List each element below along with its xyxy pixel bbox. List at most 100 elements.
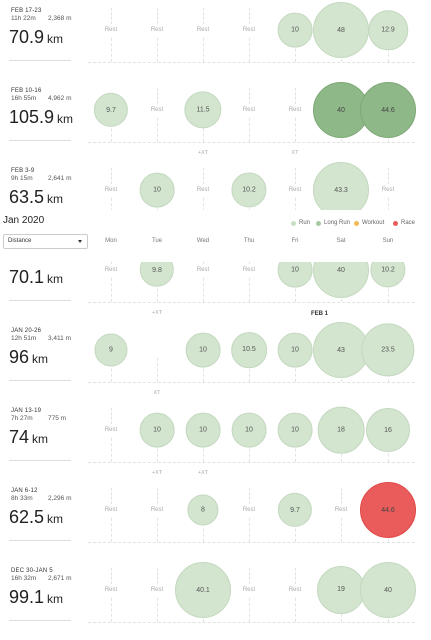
legend-label: Long Run [324,220,351,226]
week-duration: 8h 33m [11,495,33,502]
day-gridline [157,118,158,142]
week-row: JAN 13-19 7h 27m 775 m 74 km Rest 10 10 10 10 18 16… [0,400,431,480]
day-header: Sat [336,238,346,244]
week-distance: 74 km [9,427,48,448]
activity-distance: 40 [384,586,392,594]
activity-bubble[interactable]: 10.5 [231,332,267,368]
week-distance-value: 105.9 [9,107,55,127]
week-baseline [88,382,415,383]
week-distance-value: 70.9 [9,27,45,47]
day-gridline [203,438,204,462]
activity-bubble[interactable]: 40.1 [175,562,231,618]
day-gridline [157,488,158,504]
activity-distance: 44.6 [381,106,395,114]
rest-label: Rest [288,107,302,113]
rest-label: Rest [150,587,164,593]
rest-label: Rest [196,187,210,193]
week-baseline [88,62,415,63]
activity-distance: 10 [199,346,207,354]
activity-distance: 40 [337,266,345,274]
activity-bubble[interactable]: 9 [94,333,128,367]
week-elevation: 775 m [48,415,67,422]
day-gridline [157,568,158,584]
activity-bubble[interactable]: 44.6 [360,482,416,538]
activity-distance: 10 [291,266,299,274]
cross-training-label: +XT [197,470,209,476]
activity-bubble[interactable]: 11.5 [184,91,222,129]
chevron-down-icon [78,240,82,243]
activity-distance: 10 [153,186,161,194]
activity-bubble[interactable]: 19 [317,566,365,614]
legend-item-run: Run [291,220,310,226]
day-gridline [203,8,204,24]
cross-training-label: XT [153,390,161,396]
week-duration: 7h 27m [11,415,33,422]
rest-label: Rest [150,107,164,113]
day-gridline [111,438,112,462]
activity-bubble[interactable]: 23.5 [361,323,415,377]
week-elevation: 3,411 m [48,335,72,342]
activity-bubble[interactable]: 9.7 [277,492,313,528]
week-baseline [88,302,415,303]
metric-select[interactable]: Distance [3,234,88,249]
activity-bubble[interactable]: 16 [366,408,410,452]
day-gridline [388,278,389,302]
legend-label: Workout [362,220,385,226]
activity-distance: 44.6 [381,506,395,514]
rest-label: Rest [150,27,164,33]
activity-bubble[interactable]: 43.3 [313,162,369,218]
activity-bubble[interactable]: 40 [360,562,416,618]
day-gridline [111,488,112,504]
day-gridline [295,278,296,302]
rest-label: Rest [104,587,118,593]
week-date-range: FEB 3-9 [11,168,35,174]
activity-bubble[interactable]: 10 [277,12,313,48]
day-gridline [295,38,296,62]
rest-label: Rest [288,187,302,193]
activity-distance: 10 [291,426,299,434]
activity-distance: 19 [337,586,345,594]
day-gridline [203,358,204,382]
activity-bubble[interactable]: 48 [313,2,369,58]
activity-bubble[interactable]: 10 [277,412,313,448]
week-row: DEC 30-JAN 5 16h 32m 2,671 m 99.1 km Rest Rest… [0,560,431,640]
week-distance: 96 km [9,347,48,368]
week-row: FEB 17-23 11h 22m 2,368 m 70.9 km Rest Rest Res… [0,0,431,80]
activity-bubble[interactable]: 10 [139,412,175,448]
activity-distance: 16 [384,426,392,434]
day-gridline [295,518,296,542]
activity-bubble[interactable]: 10 [185,412,221,448]
activity-distance: 9 [109,346,113,354]
week-distance: 70.1 km [9,267,63,288]
week-divider [9,620,71,621]
day-gridline [111,568,112,584]
week-distance-value: 74 [9,427,30,447]
activity-bubble[interactable]: 44.6 [360,82,416,138]
legend-item-workout: Workout [354,220,384,226]
week-divider [9,460,71,461]
week-duration: 9h 15m [11,175,33,182]
activity-bubble[interactable]: 10 [185,332,221,368]
day-gridline [295,88,296,104]
activity-bubble[interactable]: 10 [139,172,175,208]
activity-bubble[interactable]: 10 [231,412,267,448]
week-row: JAN 20-26 12h 51m 3,411 m 96 km 9 10 10.5 10 43 23… [0,320,431,400]
activity-distance: 18 [337,426,345,434]
activity-bubble[interactable]: 18 [317,406,365,454]
day-gridline [203,278,204,302]
metric-select-value: Distance [8,238,32,244]
activity-bubble[interactable]: 8 [187,494,219,526]
day-gridline [157,88,158,104]
activity-bubble[interactable]: 12.9 [368,10,408,50]
activity-bubble[interactable]: 9.7 [93,92,129,128]
legend-dot [316,220,321,226]
activity-distance: 43.3 [334,186,348,194]
rest-label: Rest [288,587,302,593]
activity-distance: 10 [199,426,207,434]
day-gridline [157,518,158,542]
activity-bubble[interactable]: 10.2 [231,172,267,208]
day-gridline [157,278,158,302]
day-gridline [249,118,250,142]
activity-bubble[interactable]: 10 [277,332,313,368]
week-duration: 16h 55m [11,95,37,102]
